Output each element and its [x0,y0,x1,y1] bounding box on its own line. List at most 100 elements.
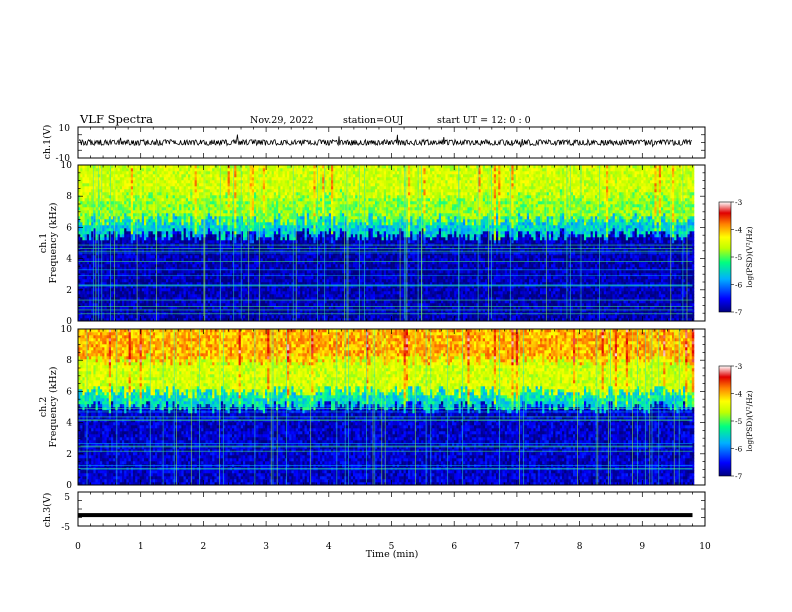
spectrogram-cell [166,174,169,177]
spectrogram-cell [261,225,264,228]
spectrogram-cell [195,213,198,216]
spectrogram-cell [181,192,184,195]
spectrogram-cell [274,168,277,171]
spectrogram-cell [87,222,90,225]
spectrogram-cell [87,264,90,267]
spectrogram-cell [265,219,268,222]
spectrogram-cell [109,189,112,192]
spectrogram-cell [93,303,96,306]
spectrogram-cell [236,252,239,255]
spectrogram-cell [133,255,136,258]
spectrogram-cell [181,291,184,294]
spectrogram-cell [192,237,195,240]
spectrogram-cell [168,309,171,312]
spectrogram-cell [168,168,171,171]
spectrogram-cell [195,225,198,228]
spectrogram-cell [131,294,134,297]
spectrogram-cell [245,192,248,195]
spectrogram-cell [236,183,239,186]
spectrogram-cell [122,237,125,240]
spectrogram-cell [232,309,235,312]
spectrogram-cell [195,294,198,297]
spectrogram-cell [225,279,228,282]
spectrogram-cell [223,276,226,279]
spectrogram-cell [190,276,193,279]
spectrogram-cell [199,171,202,174]
spectrogram-cell [208,201,211,204]
spectrogram-cell [85,291,88,294]
spectrogram-cell [159,288,162,291]
spectrogram-cell [181,210,184,213]
spectrogram-cell [153,315,156,318]
spectrogram-cell [164,201,167,204]
spectrogram-cell [179,219,182,222]
spectrogram-cell [177,171,180,174]
spectrogram-cell [236,201,239,204]
spectrogram-cell [212,216,215,219]
spectrogram-cell [228,174,231,177]
spectrogram-cell [217,264,220,267]
spectrogram-cell [137,258,140,261]
spectrogram-cell [208,189,211,192]
spectrogram-cell [208,291,211,294]
spectrogram-cell [120,168,123,171]
spectrogram-cell [159,228,162,231]
spectrogram-cell [245,303,248,306]
spectrogram-cell [184,273,187,276]
spectrogram-cell [212,234,215,237]
spectrogram-cell [232,234,235,237]
spectrogram-cell [239,279,242,282]
spectrogram-cell [230,279,233,282]
spectrogram-cell [124,201,127,204]
spectrogram-cell [122,243,125,246]
spectrogram-cell [285,183,288,186]
spectrogram-cell [173,186,176,189]
spectrogram-cell [142,273,145,276]
spectrogram-cell [170,192,173,195]
spectrogram-cell [252,174,255,177]
spectrogram-cell [263,201,266,204]
spectrogram-cell [140,207,143,210]
spectrogram-cell [228,216,231,219]
spectrogram-cell [140,237,143,240]
spectrogram-cell [181,309,184,312]
spectrogram-cell [250,252,253,255]
spectrogram-cell [89,231,92,234]
spectrogram-cell [104,273,107,276]
spectrogram-cell [87,300,90,303]
spectrogram-cell [263,270,266,273]
spectrogram-cell [164,237,167,240]
spectrogram-cell [250,279,253,282]
spectrogram-cell [80,231,83,234]
spectrogram-cell [109,168,112,171]
spectrogram-cell [140,252,143,255]
spectrogram-cell [118,255,121,258]
spectrogram-cell [263,264,266,267]
spectrogram-cell [232,228,235,231]
spectrogram-cell [133,294,136,297]
spectrogram-cell [162,168,165,171]
spectrogram-cell [212,225,215,228]
spectrogram-cell [210,234,213,237]
spectrogram-cell [195,300,198,303]
spectrogram-cell [234,228,237,231]
spectrogram-cell [85,174,88,177]
spectrogram-cell [111,279,114,282]
spectrogram-cell [168,174,171,177]
spectrogram-cell [144,180,147,183]
spectrogram-cell [223,243,226,246]
spectrogram-cell [217,234,220,237]
spectrogram-cell [173,183,176,186]
spectrogram-cell [129,228,132,231]
spectrogram-cell [217,288,220,291]
spectrogram-cell [140,231,143,234]
spectrogram-cell [272,174,275,177]
spectrogram-cell [162,276,165,279]
spectrogram-cell [217,315,220,318]
spectrogram-cell [245,279,248,282]
spectrogram-cell [278,183,281,186]
spectrogram-cell [197,192,200,195]
spectrogram-cell [115,195,118,198]
spectrogram-cell [269,240,272,243]
spectrogram-cell [109,228,112,231]
